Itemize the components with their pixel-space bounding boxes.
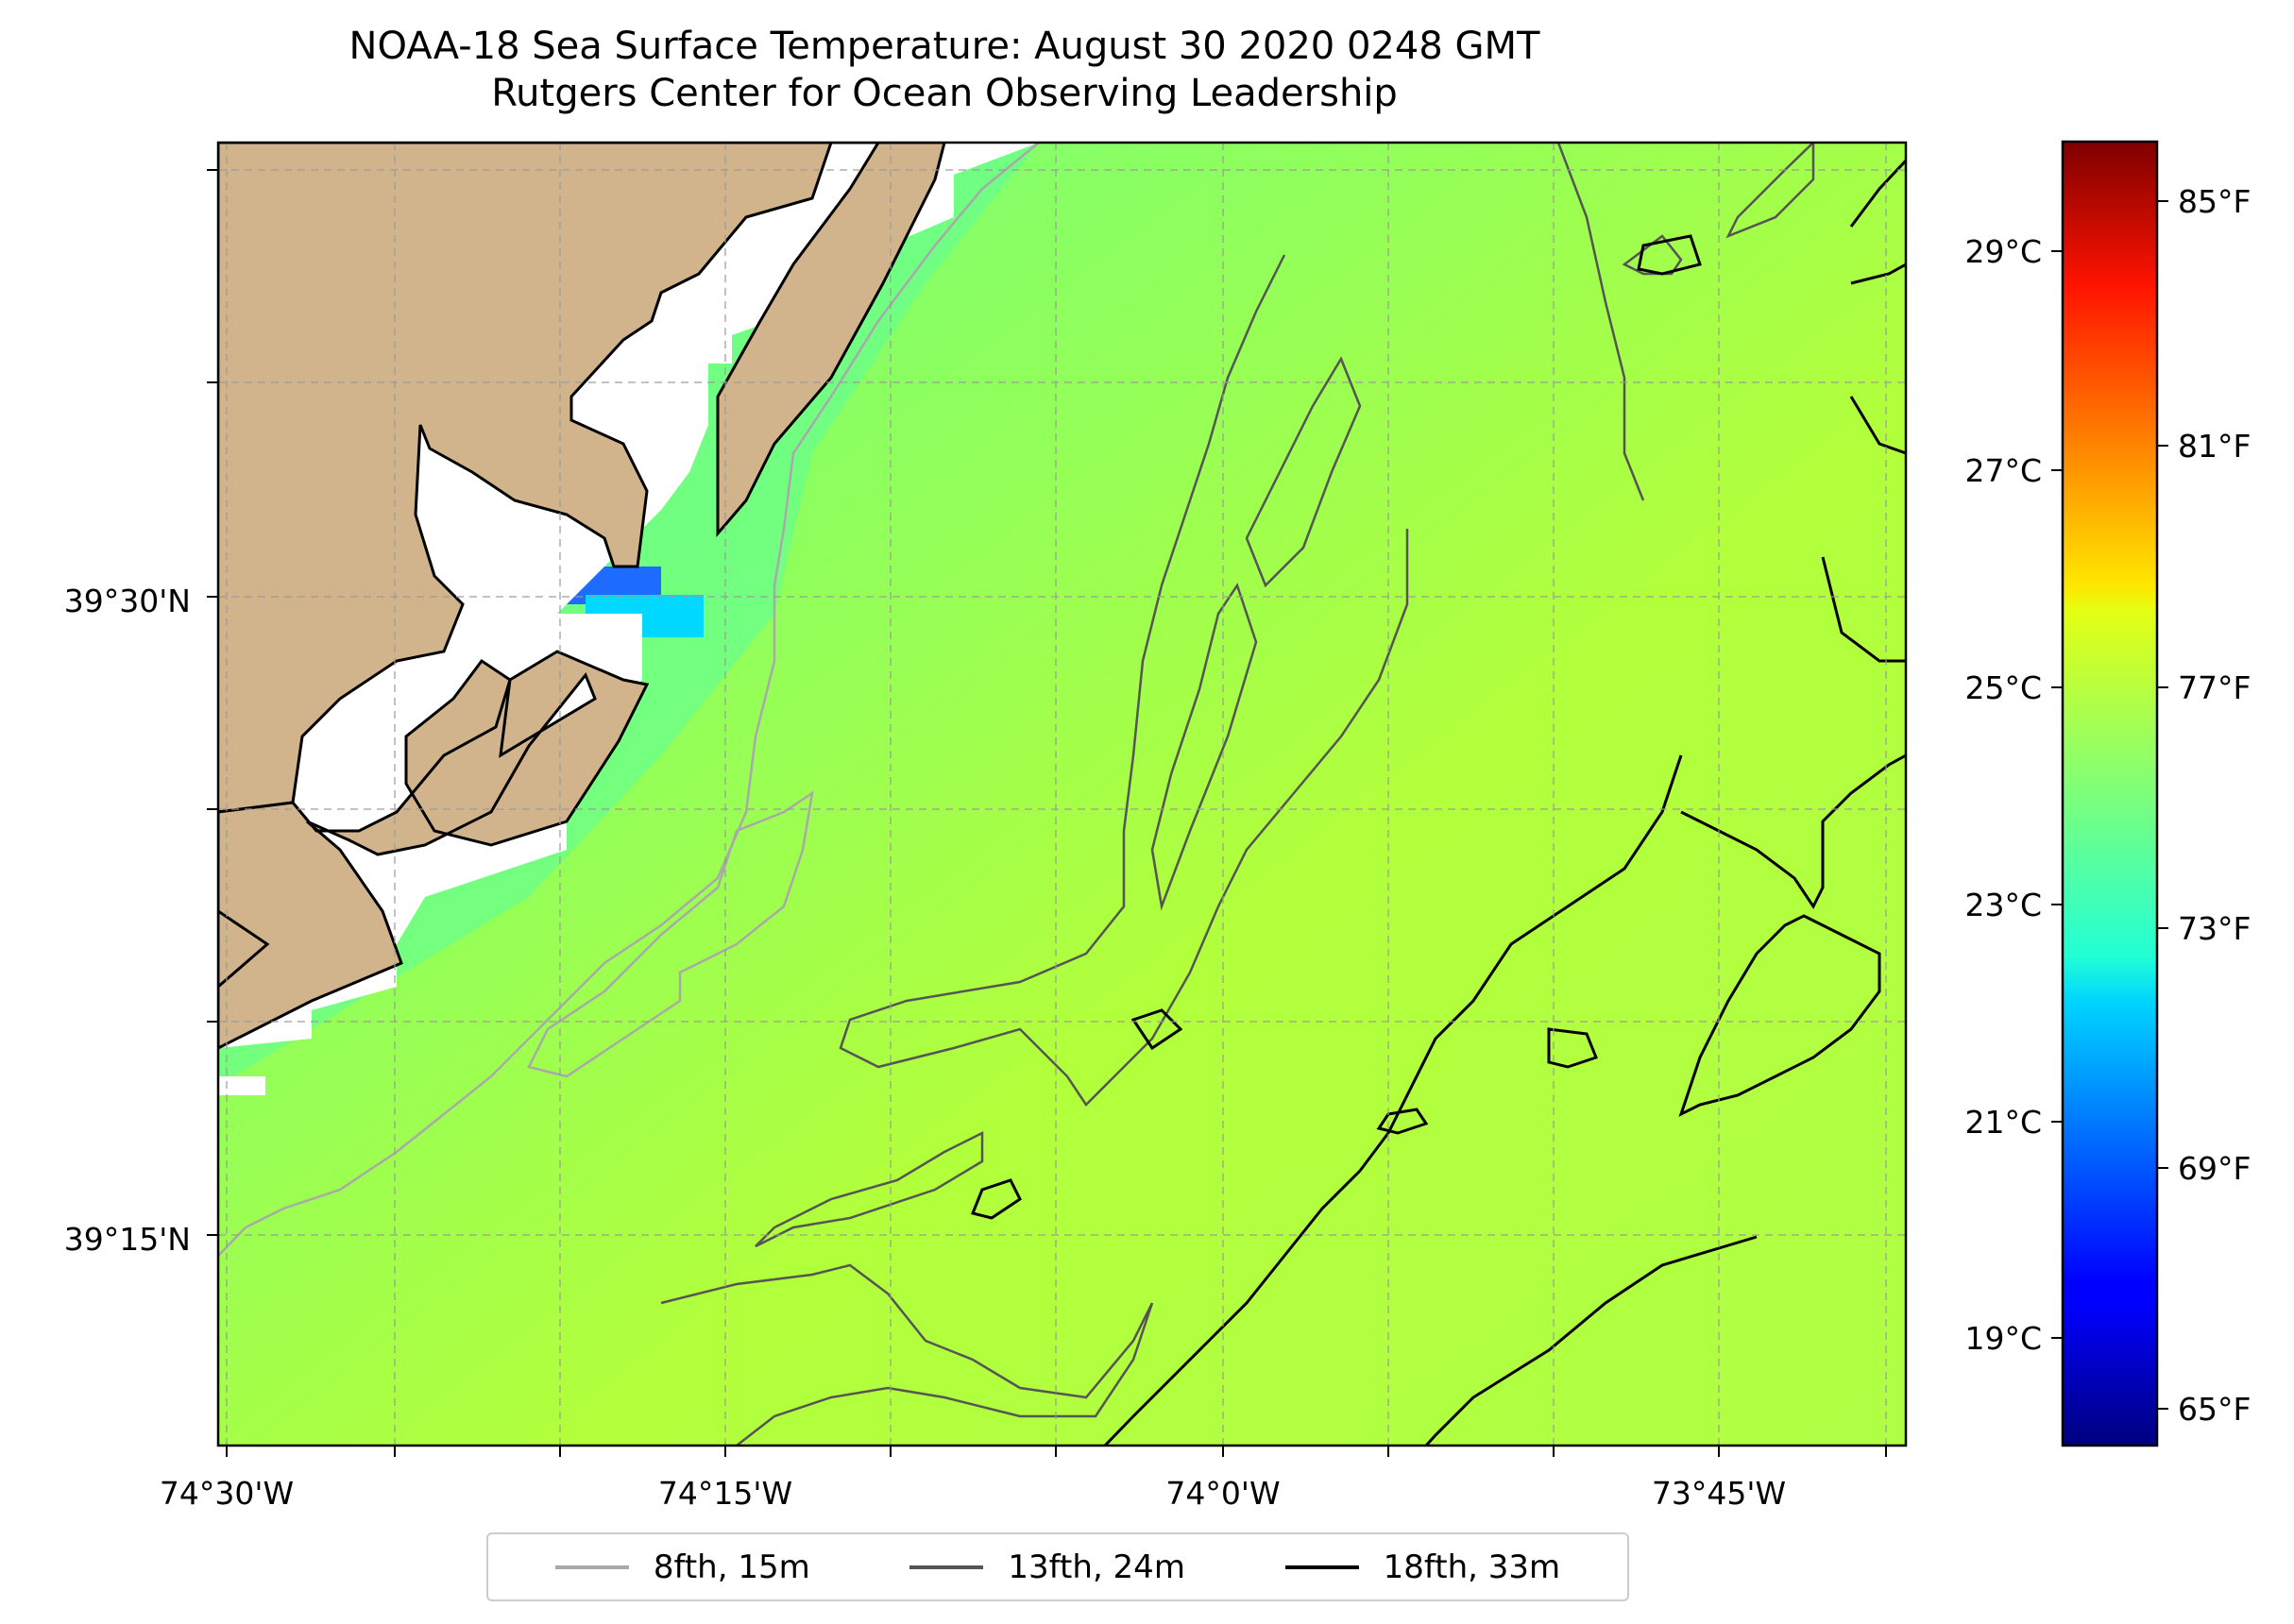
fahrenheit-tick-0: 65°F: [2178, 1391, 2251, 1428]
colorbar-ticks: [2051, 200, 2168, 1410]
legend-label-8fth: 8fth, 15m: [653, 1548, 810, 1586]
lat-tick-label-1: 39°15'N: [64, 1221, 191, 1258]
legend-label-18fth: 18fth, 33m: [1383, 1548, 1561, 1586]
lon-tick-label-3: 73°45'W: [1652, 1475, 1786, 1512]
celsius-tick-3: 25°C: [1964, 669, 2042, 706]
celsius-tick-5: 29°C: [1964, 233, 2042, 270]
map-frame: [216, 141, 1908, 1447]
legend-item-18fth: 18fth, 33m: [1284, 1548, 1561, 1586]
title-line-1: NOAA-18 Sea Surface Temperature: August …: [348, 25, 1540, 68]
map-ticks: [207, 169, 1887, 1457]
lon-tick-label-1: 74°15'W: [658, 1475, 792, 1512]
no-data-patch: [218, 1076, 265, 1095]
fahrenheit-tick-2: 73°F: [2178, 910, 2251, 947]
isobath-8fth-inner: [527, 790, 814, 1078]
land-peninsula: [716, 143, 946, 538]
isobath-13fth-c: [1150, 583, 1258, 911]
celsius-tick-0: 19°C: [1964, 1320, 2042, 1357]
fahrenheit-tick-1: 69°F: [2178, 1150, 2251, 1187]
legend-line-13fth: [909, 1565, 984, 1569]
isobath-18fth-b: [1678, 753, 1906, 1117]
colorbar: 19°C 21°C 23°C 25°C 27°C 29°C 65°F 69°F …: [1964, 140, 2251, 1447]
celsius-tick-2: 23°C: [1964, 887, 2042, 923]
isobath-legend: 8fth, 15m 13fth, 24m 18fth, 33m: [486, 1532, 1629, 1601]
legend-label-13fth: 13fth, 24m: [1008, 1548, 1185, 1586]
celsius-tick-4: 27°C: [1964, 452, 2042, 489]
lon-tick-label-0: 74°30'W: [160, 1475, 294, 1512]
isobath-8fth: [218, 143, 1040, 1257]
fahrenheit-tick-4: 81°F: [2178, 428, 2251, 465]
legend-line-8fth: [554, 1565, 629, 1569]
land-south: [218, 650, 650, 1050]
land-southern-tip: [218, 909, 270, 989]
legend-line-18fth: [1284, 1565, 1359, 1569]
isobath-13fth: [839, 254, 1409, 1107]
legend-item-8fth: 8fth, 15m: [554, 1548, 810, 1586]
lon-tick-label-2: 74°0'W: [1165, 1475, 1280, 1512]
isobath-18fth: [1103, 159, 1906, 1446]
fahrenheit-tick-5: 85°F: [2178, 183, 2251, 220]
isobath-13fth-south: [660, 1130, 1154, 1446]
title-line-2: Rutgers Center for Ocean Observing Leade…: [491, 72, 1398, 115]
figure-title: NOAA-18 Sea Surface Temperature: August …: [0, 23, 1889, 117]
legend-item-13fth: 13fth, 24m: [909, 1548, 1185, 1586]
map-panel: 74°30'W 74°15'W 74°0'W 73°45'W 39°30'N 3…: [64, 141, 1908, 1512]
colorbar-gradient: [2061, 140, 2159, 1447]
fahrenheit-tick-3: 77°F: [2178, 669, 2251, 706]
gridlines: [218, 143, 1906, 1446]
isobath-18fth-islands: [970, 234, 1702, 1220]
land-mainland: [218, 143, 833, 1049]
celsius-tick-1: 21°C: [1964, 1104, 2042, 1141]
lat-tick-label-0: 39°30'N: [64, 583, 191, 619]
isobath-13fth-b: [1245, 356, 1362, 588]
